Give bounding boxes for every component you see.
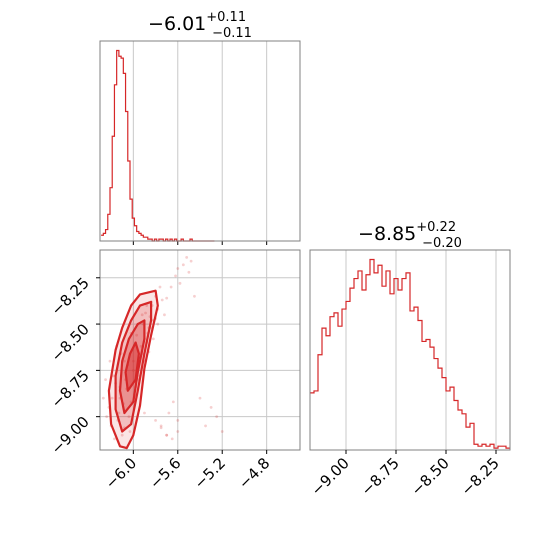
- scatter-point: [110, 396, 114, 400]
- scatter-point: [117, 411, 121, 415]
- joint-scatter-frame: [99, 249, 301, 451]
- param1-upper-error: +0.11: [206, 10, 246, 25]
- marginal-histogram-y-x-ticks: −9.00 −8.75 −8.50 −8.25: [308, 450, 503, 499]
- scatter-point: [171, 400, 175, 404]
- scatter-point: [105, 415, 109, 419]
- y-tick-label: −8.50: [48, 320, 93, 365]
- scatter-point: [158, 285, 162, 289]
- scatter-point: [160, 298, 164, 302]
- scatter-point: [198, 396, 202, 400]
- scatter-point: [185, 256, 189, 259]
- scatter-point: [159, 426, 163, 430]
- scatter-point: [143, 411, 146, 415]
- joint-scatter-x-ticks: −6.0 −5.6 −5.2 −4.8: [102, 450, 273, 493]
- scatter-point: [174, 274, 177, 278]
- param2-median: −8.85: [358, 223, 416, 245]
- marginal-histogram-x-frame-bg: [100, 41, 300, 241]
- scatter-point: [215, 415, 219, 419]
- x-tick-label: −8.50: [408, 454, 453, 499]
- marginal-histogram-y-line: [310, 258, 510, 449]
- param1-lower-error: −0.11: [212, 26, 252, 41]
- scatter-point: [131, 368, 135, 372]
- scatter-point: [108, 359, 112, 363]
- contour-inner: [118, 319, 146, 415]
- scatter-point: [131, 359, 135, 363]
- marginal-histogram-y-panel: −9.00 −8.75 −8.50 −8.25 −8.85+0.22 −0.20: [308, 220, 511, 499]
- scatter-point: [176, 418, 180, 422]
- scatter-point: [145, 304, 149, 307]
- scatter-point: [170, 437, 174, 441]
- param2-lower-error: −0.20: [422, 236, 462, 251]
- scatter-point: [101, 396, 105, 400]
- x-tick-label: −8.25: [458, 454, 503, 499]
- scatter-point: [165, 433, 169, 437]
- scatter-point: [135, 333, 139, 337]
- scatter-point: [104, 378, 107, 382]
- marginal-histogram-y-title: −8.85+0.22 −0.20: [358, 220, 462, 251]
- marginal-histogram-x-title: −6.01+0.11 −0.11: [148, 10, 252, 41]
- scatter-point: [144, 311, 147, 315]
- scatter-point: [163, 313, 166, 317]
- x-tick-label: −4.8: [235, 454, 273, 492]
- scatter-point: [113, 437, 116, 441]
- scatter-point: [193, 294, 196, 298]
- joint-scatter-panel: −6.0 −5.6 −5.2 −4.8 −8.25−8.50−8.75−9.00: [48, 249, 301, 493]
- scatter-point: [181, 263, 185, 267]
- contour-outer: [107, 289, 159, 450]
- y-tick-label: −8.25: [48, 274, 93, 319]
- x-tick-label: −6.0: [102, 454, 140, 492]
- scatter-point: [167, 411, 171, 415]
- scatter-point: [187, 270, 191, 274]
- marginal-histogram-y-grid: [345, 250, 497, 450]
- joint-scatter-y-ticks: −8.25−8.50−8.75−9.00: [48, 274, 100, 458]
- y-tick-label: −8.75: [48, 366, 93, 411]
- marginal-histogram-x-panel: −6.01+0.11 −0.11: [99, 10, 301, 245]
- scatter-point: [176, 430, 180, 433]
- scatter-point: [128, 430, 132, 433]
- scatter-point: [151, 337, 155, 341]
- scatter-point: [111, 374, 115, 378]
- x-tick-label: −8.75: [358, 454, 403, 499]
- scatter-point: [169, 285, 173, 289]
- contour-middle: [114, 300, 153, 433]
- joint-scatter-contours: [107, 289, 159, 450]
- scatter-point: [156, 322, 160, 326]
- param1-median: −6.01: [148, 13, 206, 35]
- x-tick-label: −5.2: [191, 454, 229, 492]
- scatter-point: [165, 433, 169, 437]
- scatter-point: [159, 424, 163, 428]
- scatter-point: [220, 430, 224, 433]
- scatter-point: [127, 415, 131, 419]
- y-tick-label: −9.00: [48, 413, 93, 458]
- scatter-point: [204, 424, 207, 428]
- joint-scatter-grid: [100, 250, 300, 450]
- scatter-point: [165, 296, 169, 300]
- scatter-point: [189, 259, 193, 263]
- param2-upper-error: +0.22: [416, 220, 456, 235]
- scatter-point: [123, 359, 126, 363]
- scatter-point: [154, 418, 157, 422]
- contour-core: [124, 341, 140, 392]
- scatter-point: [120, 433, 124, 437]
- scatter-point: [140, 313, 144, 317]
- marginal-histogram-x-grid: [132, 41, 268, 245]
- scatter-point: [176, 267, 180, 270]
- x-tick-label: −5.6: [146, 454, 184, 492]
- x-tick-label: −9.00: [308, 454, 353, 499]
- scatter-point: [209, 406, 213, 409]
- marginal-histogram-y-frame: [309, 249, 511, 451]
- marginal-histogram-x-frame: [99, 40, 301, 242]
- scatter-point: [178, 281, 182, 285]
